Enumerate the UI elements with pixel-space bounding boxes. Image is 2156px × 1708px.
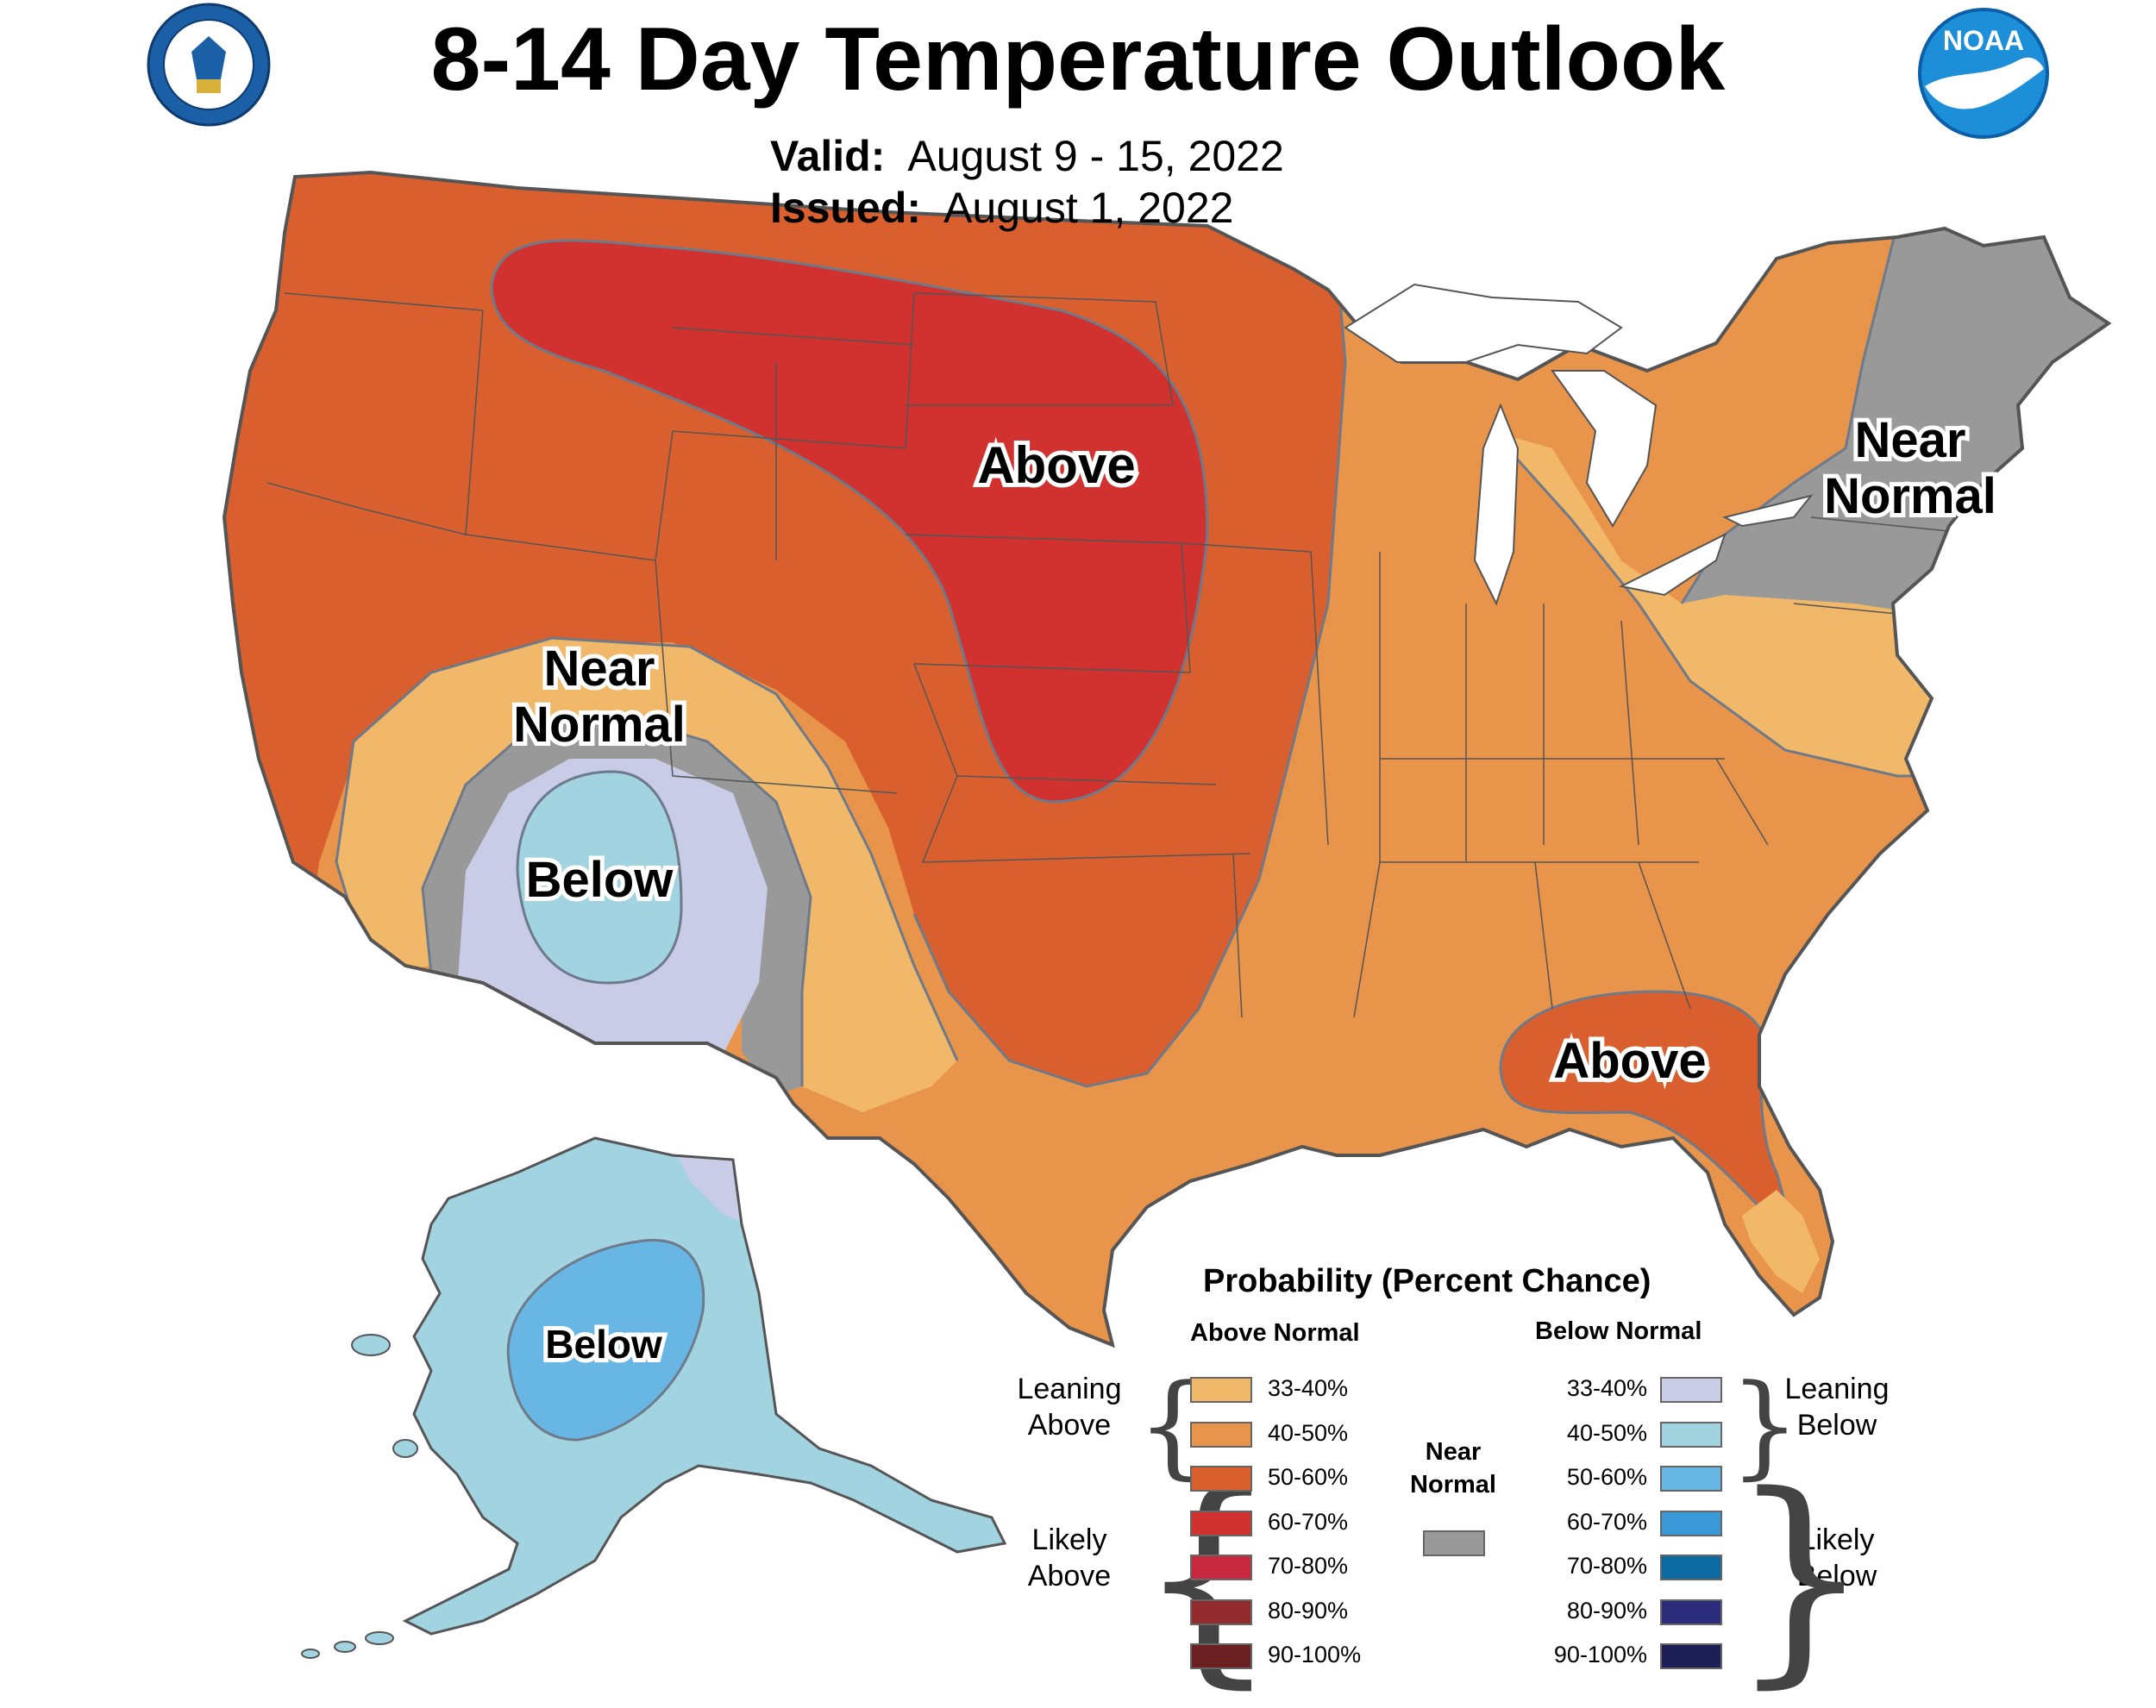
legend-swatch [1190, 1466, 1252, 1492]
legend-swatch-label: 80-90% [1268, 1598, 1349, 1624]
legend-swatch-label: 70-80% [1268, 1553, 1349, 1579]
zone-above-50-60-southeast [1499, 990, 1789, 1231]
state-boundaries [266, 292, 1984, 1018]
outlook-map: Above Near Normal Near Normal Below Abov… [147, 3, 2112, 1659]
legend-swatch [1660, 1422, 1722, 1448]
legend-swatch-label: 90-100% [1553, 1642, 1647, 1667]
legend-swatch-label: 60-70% [1566, 1509, 1647, 1535]
label-above-north: Above [977, 436, 1135, 494]
legend-swatch-label: 80-90% [1566, 1598, 1647, 1624]
label-near-southwest-2: Normal [513, 697, 686, 753]
legend-swatch-label: 60-70% [1268, 1509, 1349, 1535]
legend-swatch-label: 50-60% [1268, 1464, 1349, 1490]
legend-swatch-label: 70-80% [1566, 1553, 1647, 1579]
region-labels: Above Near Normal Near Normal Below Abov… [509, 408, 2001, 1371]
legend-swatch [1190, 1555, 1252, 1580]
brace-icon: } [1729, 1448, 1872, 1708]
ak-zone-below-33-40 [673, 1147, 750, 1224]
zone-above-33-40-florida [1742, 1190, 1820, 1293]
valid-dates: Valid: August 9 - 15, 2022 [770, 131, 1284, 181]
noaa-logo-icon: NOAA [1918, 8, 2049, 139]
brace-icon: } [1729, 1360, 1801, 1491]
aleutian-islands [301, 1334, 418, 1659]
legend-swatch [1660, 1511, 1722, 1536]
zone-below-40-50-southwest [516, 770, 683, 985]
legend-leaning-below: Leaning Below [1784, 1373, 1890, 1442]
alaska-probability-zones [405, 1138, 1005, 1634]
legend-swatch [1190, 1511, 1252, 1536]
legend-swatch [1660, 1466, 1722, 1492]
conus-outline [222, 170, 2112, 1348]
valid-label: Valid: [770, 132, 886, 180]
legend-swatch-label: 33-40% [1566, 1375, 1647, 1401]
legend-swatch [1660, 1377, 1722, 1403]
svg-text:NOAA: NOAA [1943, 25, 2024, 56]
legend-likely-above: Likely Above [1027, 1523, 1112, 1592]
ak-zone-below-50-60 [506, 1239, 705, 1442]
great-lakes [1344, 283, 1814, 606]
legend-swatch-label: 40-50% [1566, 1420, 1647, 1446]
legend-below-header: Below Normal [1535, 1317, 1702, 1345]
legend-swatch [1190, 1599, 1252, 1625]
legend-leaning-above: Leaning Above [1017, 1373, 1122, 1442]
label-near-southwest-1: Near [544, 641, 655, 697]
ak-zone-below-40-50 [405, 1138, 1005, 1634]
page-title: 8-14 Day Temperature Outlook [430, 9, 1726, 109]
legend-above-header: Above Normal [1190, 1319, 1360, 1347]
label-above-southeast: Above [1553, 1033, 1706, 1089]
legend-swatch-label: 90-100% [1268, 1642, 1362, 1667]
legend-swatch-label: 33-40% [1268, 1375, 1349, 1401]
zone-above-33-40-east [1492, 431, 1975, 776]
legend-swatch [1190, 1377, 1252, 1403]
issued-value: August 1, 2022 [943, 184, 1234, 232]
legend-swatch [1660, 1555, 1722, 1580]
zone-above-60-70-north [490, 239, 1209, 804]
department-of-commerce-seal-icon [147, 3, 271, 127]
legend-likely-below: Likely Below [1796, 1523, 1877, 1592]
alaska-outline [402, 1136, 1007, 1636]
label-below-southwest: Below [526, 852, 674, 908]
legend-title: Probability (Percent Chance) [1203, 1263, 1651, 1299]
valid-value: August 9 - 15, 2022 [907, 132, 1284, 180]
issued-label: Issued: [770, 184, 922, 232]
legend-near-normal-header: Near Normal [1410, 1438, 1496, 1498]
legend-near-normal-swatch [1423, 1530, 1485, 1556]
label-below-alaska: Below [545, 1322, 662, 1367]
label-near-northeast-2: Normal [1824, 468, 1996, 524]
legend-swatch-label: 40-50% [1268, 1420, 1349, 1446]
label-near-northeast-1: Near [1855, 412, 1966, 468]
legend-swatch [1190, 1422, 1252, 1448]
issued-date: Issued: August 1, 2022 [770, 183, 1233, 233]
legend-swatch [1660, 1599, 1722, 1625]
legend-swatch-label: 50-60% [1566, 1464, 1647, 1490]
